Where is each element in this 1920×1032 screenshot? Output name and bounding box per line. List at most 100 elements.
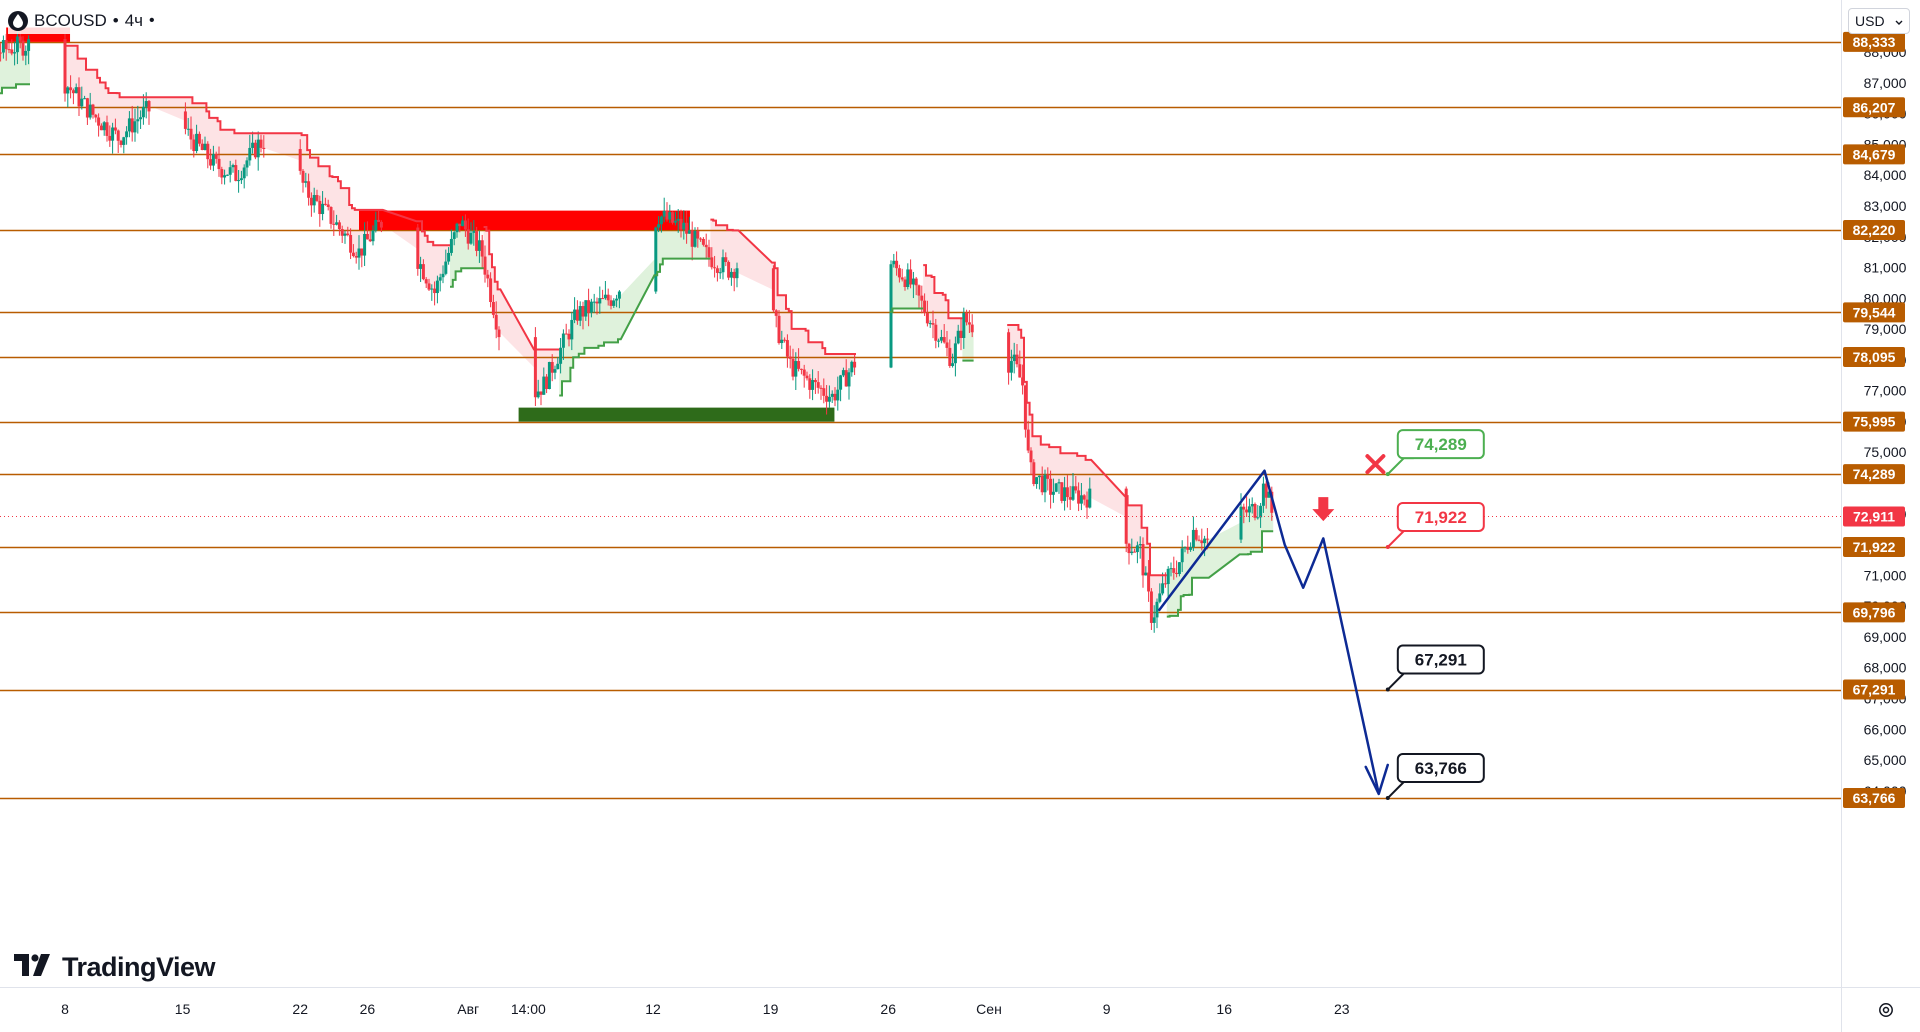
callout-box[interactable] (1396, 429, 1485, 460)
supertrend-line-up (0, 83, 30, 95)
candle-body (234, 165, 238, 181)
candle-body (491, 302, 495, 315)
candle-body (497, 329, 501, 338)
callout-box[interactable] (1396, 753, 1485, 784)
candle-body (1135, 545, 1139, 553)
settings-gear-icon[interactable] (1874, 998, 1898, 1022)
candle-body (147, 101, 151, 112)
candle-body (458, 223, 462, 227)
candle-body (463, 220, 467, 230)
price-tick-label: 75,000 (1864, 444, 1907, 460)
candle-body (945, 342, 949, 348)
candle-body (483, 256, 487, 275)
level-price-tag-label: 74,289 (1853, 466, 1896, 482)
tradingview-logo[interactable]: TradingView (14, 952, 216, 983)
currency-label: USD (1855, 13, 1885, 29)
supertrend-fill-up (1166, 490, 1274, 617)
candle-body (617, 291, 621, 299)
candle-body (489, 278, 493, 303)
candle-body (209, 159, 213, 166)
candle-body (466, 229, 470, 244)
candle-body (262, 147, 266, 150)
candle-body (1172, 568, 1176, 573)
candle-body (1007, 332, 1011, 373)
candle-body (452, 232, 456, 239)
candle-body (1124, 488, 1128, 544)
callout-box[interactable] (1396, 644, 1485, 675)
candle-body (948, 347, 952, 366)
candle-body (685, 222, 689, 234)
callout-anchor (1385, 796, 1390, 801)
candle-body (724, 257, 728, 263)
candle-body (1043, 474, 1047, 493)
candle-body (892, 260, 896, 265)
candle-body (1057, 482, 1061, 484)
candle-body (690, 230, 694, 247)
symbol-name: BCOUSD (34, 11, 107, 30)
candle-body (777, 315, 781, 344)
more-icon[interactable]: • (149, 12, 155, 29)
candle-body (1035, 477, 1039, 485)
callout-anchor (1385, 544, 1390, 549)
level-callouts: 74,289 71,922 67,291 63,766 (1385, 429, 1485, 801)
candle-body (332, 223, 336, 225)
supertrend-fill-down (923, 265, 963, 365)
candle-body (802, 369, 806, 376)
header-separator: • (112, 11, 119, 30)
candle-body (1046, 474, 1050, 479)
candle-body (841, 370, 845, 376)
brand-name: TradingView (62, 952, 216, 982)
projection-polyline[interactable] (1157, 469, 1381, 795)
candle-body (477, 240, 481, 251)
time-tick-label: 14:00 (511, 1001, 546, 1017)
candle-body (1015, 354, 1019, 365)
time-tick-label: Сен (976, 1001, 1002, 1017)
candle-body (928, 323, 932, 325)
oil-drop-icon (8, 11, 28, 31)
zone-rectangle[interactable] (518, 407, 835, 422)
candle-body (1054, 483, 1058, 492)
candle-body (920, 295, 924, 301)
symbol-header[interactable]: BCOUSD • 4ч • (8, 8, 161, 34)
level-price-tag-label: 69,796 (1853, 604, 1896, 620)
candle-body (822, 388, 826, 396)
candle-body (239, 178, 243, 181)
candle-body (354, 256, 358, 258)
candle-body (130, 118, 134, 133)
candle-body (542, 376, 546, 395)
price-tick-label: 68,000 (1864, 660, 1907, 676)
candle-body (788, 356, 792, 359)
time-tick-label: 19 (763, 1001, 779, 1017)
candle-body (603, 294, 607, 299)
zone-rectangle[interactable] (359, 210, 690, 231)
candle-body (1088, 488, 1092, 508)
callout-box[interactable] (1396, 501, 1485, 532)
candle-body (136, 119, 140, 122)
candle-body (816, 382, 820, 388)
candle-body (116, 130, 120, 141)
candle-body (1082, 495, 1086, 500)
candle-body (1, 40, 5, 53)
candle-body (256, 139, 260, 158)
candle-body (371, 230, 375, 242)
candle-body (195, 133, 199, 152)
candle-body (797, 361, 801, 369)
candle-body (1141, 544, 1145, 576)
candle-body (1147, 572, 1151, 592)
candle-body (1060, 482, 1064, 501)
candle-body (589, 301, 593, 313)
supertrend-line-down (710, 218, 856, 355)
candle-body (315, 195, 319, 201)
time-axis: 8 15 22 26 Авг 14:00 12 19 26 Сен 9 16 23 (61, 1001, 1350, 1017)
candle-body (1259, 505, 1263, 518)
candle-body (839, 375, 843, 390)
candle-body (925, 312, 929, 324)
candle-body (1037, 475, 1041, 478)
candle-body (811, 380, 815, 390)
projection-arrowhead (1364, 763, 1390, 796)
candle-body (1049, 478, 1053, 495)
currency-select[interactable]: USD (1848, 8, 1910, 34)
candle-body (424, 279, 428, 284)
candle-body (959, 330, 963, 338)
